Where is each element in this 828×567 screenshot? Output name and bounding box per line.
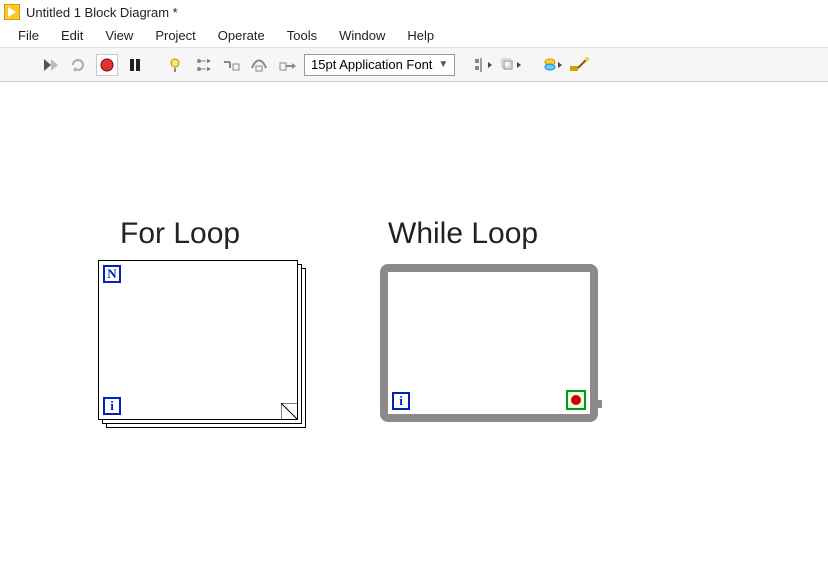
menu-help[interactable]: Help [397,26,444,45]
while-loop-label: While Loop [388,217,538,251]
highlight-execution-icon[interactable] [164,54,186,76]
for-loop-dogear-icon [281,403,297,419]
while-loop-conditional-terminal[interactable] [566,390,586,410]
menu-tools[interactable]: Tools [277,26,327,45]
for-loop-n-terminal[interactable]: N [103,265,121,283]
font-selector[interactable]: 15pt Application Font ▼ [304,54,455,76]
block-diagram-canvas[interactable]: For Loop N i While Loop i [0,82,828,567]
chevron-down-icon: ▼ [438,59,448,70]
pause-button-icon[interactable] [124,54,146,76]
while-loop-i-terminal[interactable]: i [392,392,410,410]
step-out-icon[interactable] [276,54,298,76]
menu-edit[interactable]: Edit [51,26,93,45]
abort-button-icon[interactable] [96,54,118,76]
window-title: Untitled 1 Block Diagram * [26,5,178,20]
step-over-icon[interactable] [248,54,270,76]
distribute-objects-icon[interactable] [501,54,523,76]
menu-bar: File Edit View Project Operate Tools Win… [0,24,828,48]
while-loop-structure[interactable]: i [380,264,598,422]
while-loop-tail-icon [590,400,602,408]
step-into-icon[interactable] [220,54,242,76]
menu-window[interactable]: Window [329,26,395,45]
menu-view[interactable]: View [95,26,143,45]
for-loop-i-terminal[interactable]: i [103,397,121,415]
title-bar: Untitled 1 Block Diagram * [0,0,828,24]
toolbar: 15pt Application Font ▼ [0,48,828,82]
cleanup-diagram-icon[interactable] [569,54,591,76]
for-loop-label: For Loop [120,217,240,251]
for-loop-structure[interactable]: N i [98,260,306,428]
labview-app-icon [4,4,20,20]
run-button-icon[interactable] [40,54,62,76]
menu-project[interactable]: Project [145,26,205,45]
font-selector-label: 15pt Application Font [311,57,432,72]
menu-operate[interactable]: Operate [208,26,275,45]
stop-dot-icon [571,395,581,405]
run-continuous-icon[interactable] [68,54,90,76]
reorder-icon[interactable] [541,54,563,76]
retain-wire-values-icon[interactable] [192,54,214,76]
menu-file[interactable]: File [8,26,49,45]
align-objects-icon[interactable] [473,54,495,76]
for-loop-frame-front: N i [98,260,298,420]
